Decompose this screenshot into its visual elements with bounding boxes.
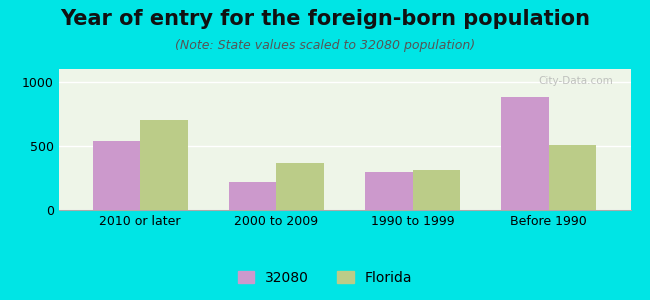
Bar	[140, 120, 188, 210]
Bar	[413, 169, 460, 210]
Bar	[501, 97, 549, 210]
Text: City-Data.com: City-Data.com	[539, 76, 614, 86]
Bar	[365, 172, 413, 210]
Text: Year of entry for the foreign-born population: Year of entry for the foreign-born popul…	[60, 9, 590, 29]
Bar	[92, 141, 140, 210]
Bar	[549, 145, 597, 210]
Legend: 32080, Florida: 32080, Florida	[232, 265, 418, 290]
Text: (Note: State values scaled to 32080 population): (Note: State values scaled to 32080 popu…	[175, 39, 475, 52]
Bar	[276, 163, 324, 210]
Bar	[229, 182, 276, 210]
